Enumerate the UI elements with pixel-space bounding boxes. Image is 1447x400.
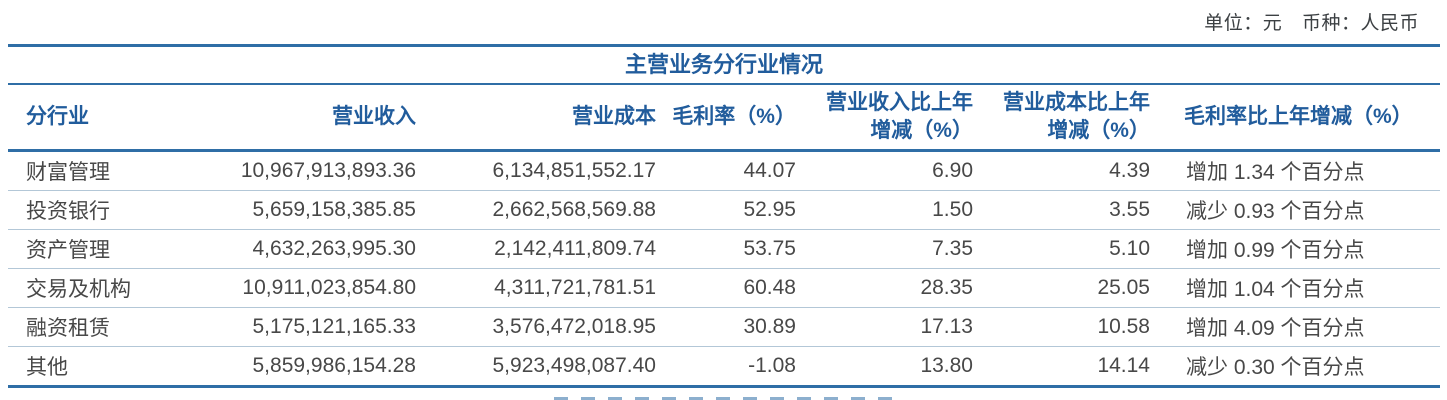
cell-cost-yoy: 3.55 [973,190,1150,230]
cell-industry: 交易及机构 [8,268,178,308]
cutoff-glyph-tops [553,397,894,400]
cell-margin-yoy: 减少 0.93 个百分点 [1150,190,1440,230]
column-header-industry: 分行业 [8,85,178,152]
table-row: 融资租赁 5,175,121,165.33 3,576,472,018.95 3… [8,307,1440,347]
cell-cost-yoy: 4.39 [973,150,1150,191]
column-header-margin-yoy: 毛利率比上年增减（%） [1150,85,1440,152]
cell-cost: 2,142,411,809.74 [416,229,656,269]
cell-cost-yoy: 14.14 [973,346,1150,388]
cell-revenue-yoy: 6.90 [796,150,973,191]
table-header: 分行业 营业收入 营业成本 毛利率（%） 营业收入比上年 增减（%） 营业成本比… [8,85,1440,152]
unit-currency-note: 单位：元 币种：人民币 [1190,8,1419,35]
currency-label: 币种：人民币 [1301,13,1419,34]
cell-margin-yoy: 增加 0.99 个百分点 [1150,229,1440,269]
cell-margin: 60.48 [656,268,796,308]
unit-label: 单位：元 [1204,13,1283,34]
cell-cost: 5,923,498,087.40 [416,346,656,388]
column-header-margin: 毛利率（%） [656,85,796,152]
cell-industry: 其他 [8,346,178,388]
cell-margin: 30.89 [656,307,796,347]
cell-revenue-yoy: 17.13 [796,307,973,347]
cell-margin: 44.07 [656,150,796,191]
cell-revenue: 4,632,263,995.30 [178,229,416,269]
cell-cost: 2,662,568,569.88 [416,190,656,230]
table-row: 财富管理 10,967,913,893.36 6,134,851,552.17 … [8,150,1440,191]
header-row: 分行业 营业收入 营业成本 毛利率（%） 营业收入比上年 增减（%） 营业成本比… [8,85,1440,152]
cell-revenue: 10,911,023,854.80 [178,268,416,308]
cell-margin-yoy: 减少 0.30 个百分点 [1150,346,1440,388]
cell-revenue-yoy: 13.80 [796,346,973,388]
data-table: 分行业 营业收入 营业成本 毛利率（%） 营业收入比上年 增减（%） 营业成本比… [8,85,1440,388]
main-business-by-industry-table: 主营业务分行业情况 分行业 营业收入 营业成本 毛利率（%） 营业收入比上年 增… [8,44,1440,388]
cell-revenue: 5,659,158,385.85 [178,190,416,230]
cell-industry: 投资银行 [8,190,178,230]
cell-cost-yoy: 5.10 [973,229,1150,269]
column-header-revenue-yoy: 营业收入比上年 增减（%） [796,85,973,152]
table-title: 主营业务分行业情况 [8,44,1440,85]
cell-industry: 融资租赁 [8,307,178,347]
cell-industry: 财富管理 [8,150,178,191]
cell-margin: 52.95 [656,190,796,230]
cell-margin-yoy: 增加 1.04 个百分点 [1150,268,1440,308]
table-row: 交易及机构 10,911,023,854.80 4,311,721,781.51… [8,268,1440,308]
cell-margin: 53.75 [656,229,796,269]
cell-revenue: 5,175,121,165.33 [178,307,416,347]
cell-revenue-yoy: 7.35 [796,229,973,269]
table-row: 投资银行 5,659,158,385.85 2,662,568,569.88 5… [8,190,1440,230]
table-row: 资产管理 4,632,263,995.30 2,142,411,809.74 5… [8,229,1440,269]
cell-cost-yoy: 10.58 [973,307,1150,347]
cell-cost: 6,134,851,552.17 [416,150,656,191]
cell-revenue: 10,967,913,893.36 [178,150,416,191]
table-row: 其他 5,859,986,154.28 5,923,498,087.40 -1.… [8,346,1440,388]
cell-revenue-yoy: 1.50 [796,190,973,230]
cell-cost: 3,576,472,018.95 [416,307,656,347]
cell-revenue: 5,859,986,154.28 [178,346,416,388]
column-header-cost-yoy: 营业成本比上年 增减（%） [973,85,1150,152]
next-section-title-cutoff [0,395,1447,400]
cell-margin-yoy: 增加 4.09 个百分点 [1150,307,1440,347]
cell-margin: -1.08 [656,346,796,388]
cell-cost-yoy: 25.05 [973,268,1150,308]
column-header-cost: 营业成本 [416,85,656,152]
table-body: 财富管理 10,967,913,893.36 6,134,851,552.17 … [8,150,1440,388]
cell-industry: 资产管理 [8,229,178,269]
cell-margin-yoy: 增加 1.34 个百分点 [1150,150,1440,191]
cell-revenue-yoy: 28.35 [796,268,973,308]
column-header-revenue: 营业收入 [178,85,416,152]
cell-cost: 4,311,721,781.51 [416,268,656,308]
